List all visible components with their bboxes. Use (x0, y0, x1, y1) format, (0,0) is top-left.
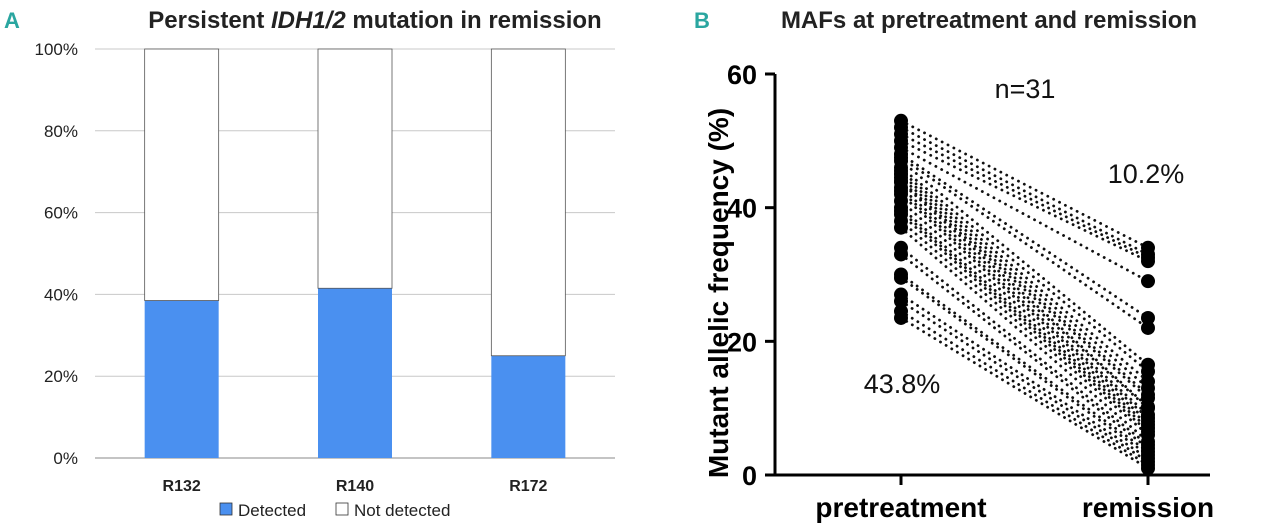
chart-a-mutation-bars: A Persistent IDH1/2 mutation in remissio… (4, 7, 615, 520)
pair-line-5 (899, 146, 1150, 283)
y-tick-label: 20% (44, 367, 78, 386)
pair-line-25 (899, 253, 1150, 450)
pair-line-19 (899, 206, 1150, 427)
pair-line-27 (899, 276, 1150, 457)
bar-r172-detected (491, 355, 566, 458)
pair-line-31 (899, 316, 1150, 470)
pair-line-22 (899, 219, 1150, 437)
chart-b-title: MAFs at pretreatment and remission (781, 7, 1197, 34)
pair-line-15 (899, 186, 1150, 410)
point-remission-5 (1141, 274, 1155, 289)
point-pretreatment-27 (894, 270, 908, 285)
pair-line-17 (899, 192, 1150, 420)
point-remission-7 (1141, 320, 1155, 335)
panel-b-letter: B (694, 8, 710, 33)
bar-r132-not-detected (144, 48, 220, 301)
pair-line-4 (899, 139, 1150, 263)
point-pretreatment-29 (894, 294, 908, 309)
y-tick-label: 80% (44, 122, 78, 141)
pair-line-20 (899, 209, 1150, 430)
pair-line-26 (899, 273, 1150, 454)
legend-swatch-not-detected (335, 502, 349, 516)
y-tick-label: 100% (35, 40, 78, 59)
pair-line-29 (899, 299, 1150, 464)
y-tick-label: 20 (727, 327, 757, 357)
pair-line-24 (899, 246, 1150, 447)
pair-line-18 (899, 199, 1150, 423)
pair-line-16 (899, 189, 1150, 417)
chart-b-y-axis-label: Mutant allelic frequency (%) (703, 108, 734, 478)
point-pretreatment-31 (894, 310, 908, 325)
chart-a-bars (144, 48, 566, 458)
annotation-n: n=31 (995, 74, 1056, 104)
chart-a-y-tick-labels: 0% 20% 40% 60% 80% 100% (35, 40, 78, 468)
pair-line-21 (899, 212, 1150, 433)
x-tick-label: R140 (336, 478, 374, 495)
panel-a-letter: A (4, 8, 20, 33)
pair-line-7 (899, 156, 1150, 330)
point-remission-9 (1141, 364, 1155, 379)
x-tick-label: R132 (163, 478, 201, 495)
y-tick-label: 60 (727, 60, 757, 90)
pair-line-8 (899, 159, 1150, 367)
pair-line-1 (899, 119, 1150, 250)
chart-a-title: Persistent IDH1/2 mutation in remission (148, 7, 601, 34)
annotation-remission-median: 10.2% (1108, 159, 1185, 189)
pair-line-13 (899, 179, 1150, 400)
point-pretreatment-25 (894, 247, 908, 262)
legend-label-detected: Detected (238, 501, 306, 520)
x-tick-label: R172 (509, 478, 547, 495)
pair-line-10 (899, 169, 1150, 383)
legend-swatch-detected (219, 502, 233, 516)
point-pretreatment-23 (894, 220, 908, 235)
y-tick-label: 60% (44, 204, 78, 223)
pair-line-12 (899, 176, 1150, 397)
bar-r140-not-detected (317, 48, 393, 289)
chart-a-title-prefix: Persistent (148, 7, 271, 34)
bar-r132-detected (144, 300, 219, 458)
point-remission-31 (1141, 461, 1155, 476)
bar-r140-detected (318, 288, 392, 458)
pair-line-11 (899, 172, 1150, 390)
y-tick-label: 40% (44, 285, 78, 304)
chart-a-legend: Detected Not detected (219, 501, 450, 520)
y-tick-label: 0 (742, 461, 757, 491)
annotation-pretreatment-median: 43.8% (864, 369, 941, 399)
pair-line-9 (899, 166, 1150, 373)
chart-a-title-suffix: mutation in remission (346, 7, 602, 34)
legend-label-not-detected: Not detected (354, 501, 450, 520)
pair-line-30 (899, 309, 1150, 467)
chart-b-x-ticks: pretreatment remission (815, 475, 1214, 523)
chart-b-points (894, 113, 1155, 476)
x-tick-label: pretreatment (815, 492, 986, 523)
chart-b-maf-pairs: B MAFs at pretreatment and remission Mut… (694, 7, 1214, 523)
chart-b-pair-lines (899, 119, 1150, 470)
pair-line-14 (899, 180, 1150, 409)
point-remission-4 (1141, 254, 1155, 269)
y-tick-label: 0% (53, 449, 78, 468)
y-tick-label: 40 (727, 194, 757, 224)
chart-a-title-gene: IDH1/2 (271, 7, 346, 34)
chart-a-x-tick-labels: R132 R140 R172 (163, 478, 548, 495)
pair-line-3 (899, 132, 1150, 260)
pair-line-2 (899, 126, 1150, 256)
point-remission-6 (1141, 310, 1155, 325)
x-tick-label: remission (1082, 492, 1214, 523)
bar-r172-not-detected (490, 48, 566, 357)
chart-b-y-ticks: 0 20 40 60 (727, 60, 775, 491)
